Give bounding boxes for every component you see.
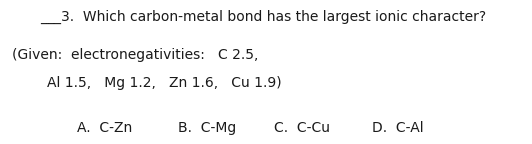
Text: ___3.  Which carbon-metal bond has the largest ionic character?: ___3. Which carbon-metal bond has the la… — [40, 10, 486, 24]
Text: Al 1.5,   Mg 1.2,   Zn 1.6,   Cu 1.9): Al 1.5, Mg 1.2, Zn 1.6, Cu 1.9) — [12, 76, 281, 90]
Text: D.  C-Al: D. C-Al — [372, 121, 424, 135]
Text: C.  C-Cu: C. C-Cu — [274, 121, 330, 135]
Text: B.  C-Mg: B. C-Mg — [178, 121, 236, 135]
Text: (Given:  electronegativities:   C 2.5,: (Given: electronegativities: C 2.5, — [12, 48, 258, 61]
Text: A.  C-Zn: A. C-Zn — [77, 121, 132, 135]
